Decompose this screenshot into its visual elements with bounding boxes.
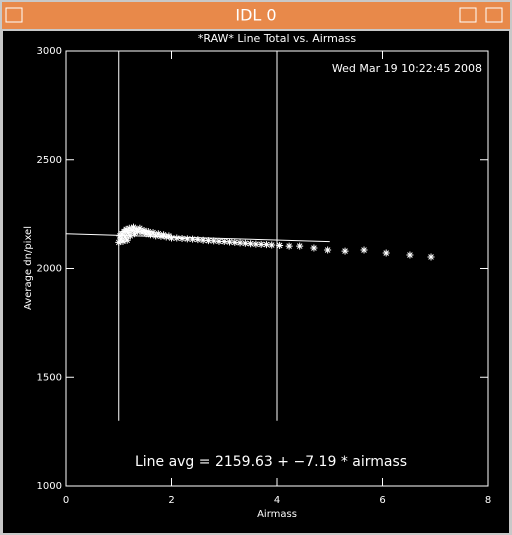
- data-point: [226, 238, 234, 246]
- data-point: [231, 238, 239, 246]
- y-tick-label: 2500: [37, 155, 62, 166]
- data-point: [382, 249, 390, 257]
- data-point: [210, 237, 218, 245]
- data-point: [204, 237, 212, 245]
- menu-button[interactable]: [5, 7, 23, 23]
- data-point: [168, 234, 175, 242]
- data-point: [126, 232, 134, 240]
- x-tick-label: 6: [379, 495, 385, 506]
- data-point: [162, 233, 170, 241]
- y-tick-label: 1000: [37, 481, 62, 492]
- title-bar: [2, 2, 510, 29]
- data-point: [121, 233, 129, 241]
- data-point: [252, 240, 260, 248]
- data-point: [199, 236, 207, 244]
- data-point: [406, 251, 414, 259]
- data-point: [154, 230, 162, 238]
- data-point: [115, 238, 123, 246]
- data-point: [189, 235, 197, 243]
- data-point: [131, 230, 139, 238]
- data-point: [144, 228, 152, 236]
- data-point: [262, 241, 270, 249]
- timestamp: Wed Mar 19 10:22:45 2008: [332, 62, 482, 75]
- y-tick-label: 3000: [37, 46, 62, 57]
- y-axis-label: Average dn/pixel: [23, 226, 34, 310]
- data-point: [285, 242, 293, 250]
- data-point: [341, 247, 349, 255]
- x-tick-label: 0: [63, 495, 69, 506]
- data-point: [360, 246, 368, 254]
- data-point: [247, 240, 255, 248]
- data-point: [268, 241, 276, 249]
- data-point: [241, 239, 249, 247]
- y-tick-label: 2000: [37, 264, 62, 275]
- data-point: [296, 242, 304, 250]
- data-point: [427, 253, 435, 261]
- data-point: [119, 237, 127, 245]
- data-point: [124, 229, 132, 237]
- data-point: [149, 229, 157, 237]
- minimize-button[interactable]: [459, 7, 477, 23]
- data-point: [183, 235, 191, 243]
- data-point: [173, 234, 181, 242]
- data-point: [178, 234, 186, 242]
- x-tick-label: 8: [485, 495, 491, 506]
- data-point: [134, 228, 142, 236]
- chart-title: *RAW* Line Total vs. Airmass: [198, 32, 356, 45]
- fit-annotation: Line avg = 2159.63 + −7.19 * airmass: [135, 454, 407, 470]
- data-point: [310, 244, 318, 252]
- data-point: [324, 246, 332, 254]
- data-point: [215, 237, 223, 245]
- data-point: [123, 236, 131, 244]
- x-tick-label: 4: [274, 495, 280, 506]
- data-point: [220, 238, 228, 246]
- data-point: [140, 226, 148, 234]
- data-point: [236, 239, 244, 247]
- maximize-button[interactable]: [485, 7, 503, 23]
- x-axis-label: Airmass: [257, 509, 297, 520]
- data-point: [276, 241, 284, 249]
- data-point: [257, 240, 265, 248]
- plot-canvas: [3, 31, 509, 533]
- data-point: [122, 225, 130, 233]
- data-point: [157, 232, 165, 240]
- data-point: [136, 224, 144, 232]
- y-tick-label: 1500: [37, 372, 62, 383]
- x-tick-label: 2: [168, 495, 174, 506]
- window-title: IDL 0: [235, 6, 276, 25]
- data-point: [128, 226, 136, 234]
- data-point: [194, 236, 202, 244]
